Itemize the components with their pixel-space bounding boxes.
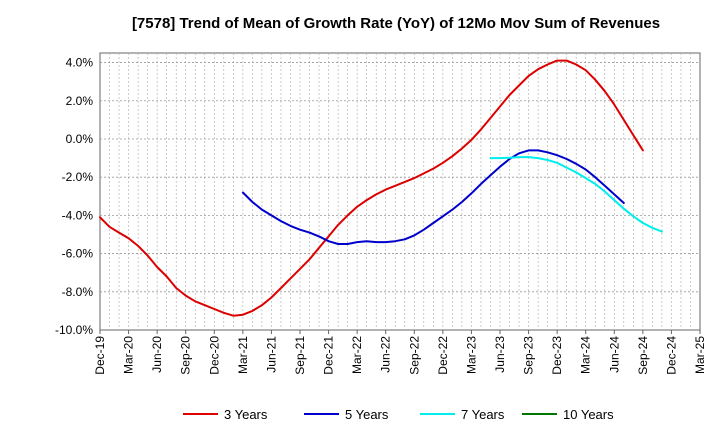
- x-tick-label: Dec-24: [664, 336, 678, 375]
- x-tick-label: Sep-22: [407, 336, 421, 375]
- x-axis-tick-labels: Dec-19 Mar-20 Jun-20 Sep-20 Dec-20 Mar-21 Jun-…: [93, 330, 707, 375]
- x-tick-label: Mar-21: [236, 336, 250, 374]
- x-tick-label: Sep-23: [522, 336, 536, 375]
- plot-area: [99, 52, 701, 331]
- series-lines: [99, 59, 663, 317]
- x-tick-label: Mar-22: [350, 336, 364, 374]
- x-tick-label: Jun-24: [607, 336, 621, 373]
- y-tick-label: -6.0%: [62, 247, 94, 261]
- x-tick-label: Sep-21: [293, 336, 307, 375]
- legend-label-3-years: 3 Years: [224, 407, 268, 422]
- x-tick-label: Sep-20: [179, 336, 193, 375]
- legend-label-10-years: 10 Years: [563, 407, 614, 422]
- x-tick-label: Dec-19: [93, 336, 107, 375]
- x-tick-label: Dec-22: [436, 336, 450, 375]
- series-line-5-years: [241, 149, 625, 245]
- x-tick-label: Mar-20: [122, 336, 136, 374]
- y-tick-label: 4.0%: [66, 56, 94, 70]
- chart-title: [7578] Trend of Mean of Growth Rate (YoY…: [132, 15, 660, 32]
- legend: 3 Years 5 Years 7 Years 10 Years: [183, 407, 614, 422]
- legend-label-5-years: 5 Years: [345, 407, 389, 422]
- x-tick-label: Jun-21: [264, 336, 278, 373]
- y-tick-label: -4.0%: [62, 208, 94, 222]
- x-tick-label: Jun-20: [150, 336, 164, 373]
- x-tick-label: Sep-24: [636, 336, 650, 375]
- series-line-3-years: [99, 59, 644, 317]
- y-tick-label: -2.0%: [62, 170, 94, 184]
- plot-border: [99, 52, 701, 331]
- y-tick-label: 0.0%: [66, 132, 94, 146]
- x-tick-label: Mar-23: [464, 336, 478, 374]
- y-tick-label: -10.0%: [55, 323, 93, 337]
- x-tick-label: Mar-25: [693, 336, 707, 374]
- y-tick-label: -8.0%: [62, 285, 94, 299]
- x-tick-label: Dec-20: [207, 336, 221, 375]
- legend-label-7-years: 7 Years: [461, 407, 505, 422]
- grid-lines: [100, 53, 700, 330]
- x-tick-label: Mar-24: [579, 336, 593, 374]
- x-tick-label: Jun-22: [379, 336, 393, 373]
- series-line-7-years: [489, 156, 663, 233]
- x-tick-label: Jun-23: [493, 336, 507, 373]
- x-tick-label: Dec-21: [322, 336, 336, 375]
- y-tick-label: 2.0%: [66, 94, 94, 108]
- y-axis-tick-labels: 4.0% 2.0% 0.0% -2.0% -4.0% -6.0% -8.0% -10.0%: [55, 56, 93, 337]
- x-tick-label: Dec-23: [550, 336, 564, 375]
